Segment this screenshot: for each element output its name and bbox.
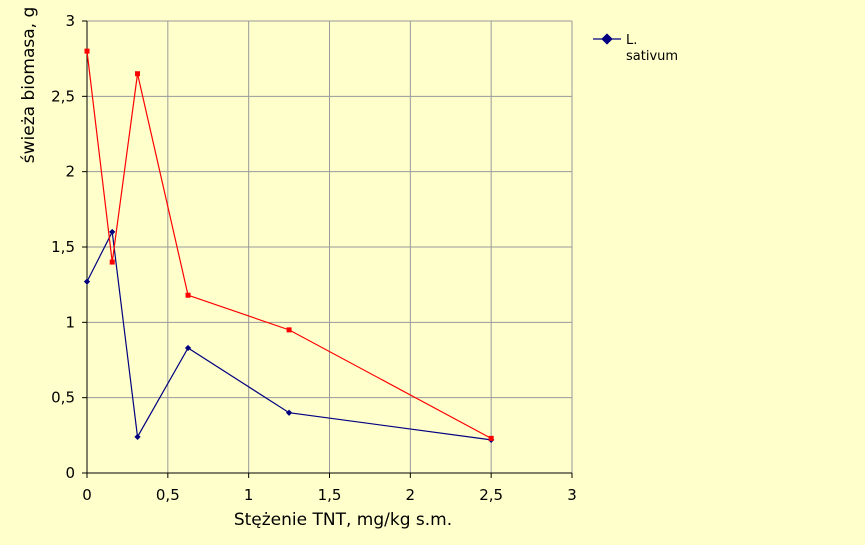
x-tick-label: 0,5 <box>156 486 180 504</box>
x-axis-title: Stężenie TNT, mg/kg s.m. <box>234 510 452 530</box>
data-point-diamond <box>109 228 116 236</box>
data-point-diamond <box>184 344 192 352</box>
axes <box>82 20 573 478</box>
y-tick-label: 1,5 <box>51 238 75 256</box>
series-line-1 <box>86 229 492 441</box>
y-axis-title: świeża biomasa, g <box>19 7 39 163</box>
data-point-diamond <box>285 409 293 416</box>
data-point-square <box>286 327 292 333</box>
series-line-2 <box>86 51 492 439</box>
x-tick-label: 2,5 <box>479 486 503 504</box>
legend-diamond-icon <box>601 33 613 45</box>
y-tick-label: 2,5 <box>51 87 75 105</box>
y-tick-label: 1 <box>65 313 75 331</box>
x-tick-label: 3 <box>567 486 577 504</box>
legend: L. sativum <box>593 33 678 64</box>
x-tick-label: 1,5 <box>318 486 342 504</box>
data-point-square <box>109 259 115 265</box>
data-point-square <box>488 435 494 441</box>
data-point-square <box>84 48 90 54</box>
legend-label-line1: L. <box>626 33 637 48</box>
y-tick-label: 3 <box>65 12 75 30</box>
y-tick-label: 0,5 <box>51 389 75 407</box>
data-point-square <box>135 71 141 77</box>
x-tick-label: 0 <box>82 486 92 504</box>
x-tick-label: 1 <box>244 486 254 504</box>
tick-labels: 0 0,5 1 1,5 2 2,5 3 0 0,5 1 1,5 2 2,5 3 <box>51 12 577 504</box>
legend-label-line2: sativum <box>626 49 678 64</box>
y-tick-label: 2 <box>65 163 75 181</box>
y-tick-label: 0 <box>65 464 75 482</box>
data-point-square <box>185 292 191 298</box>
x-tick-label: 2 <box>406 486 416 504</box>
